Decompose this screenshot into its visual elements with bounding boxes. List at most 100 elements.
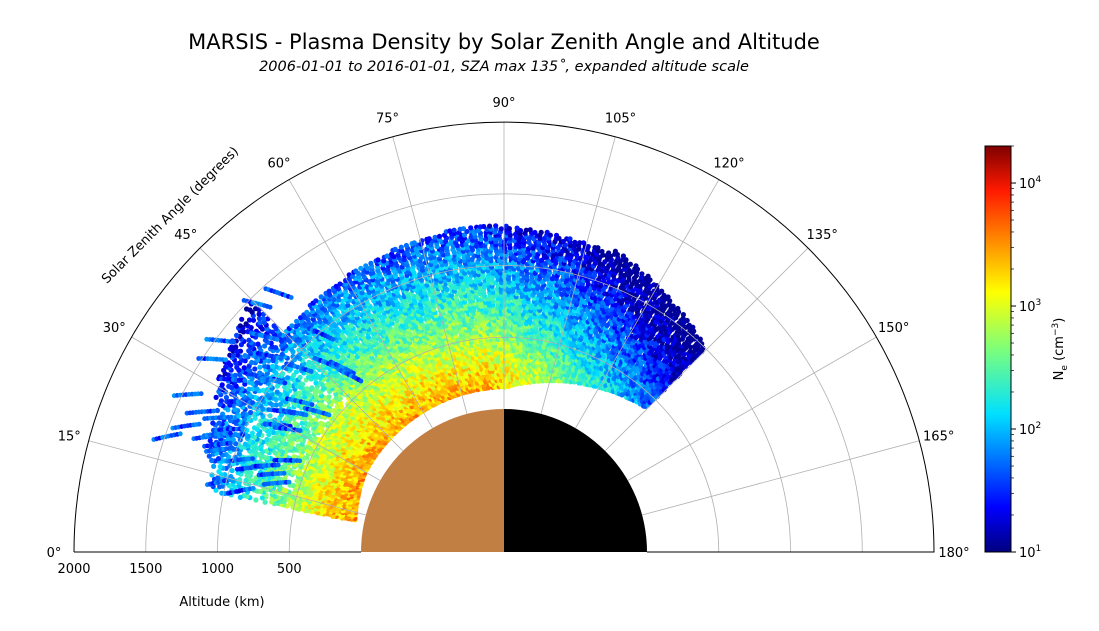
density-point [468,225,474,231]
density-point [375,257,381,263]
density-point [206,453,212,459]
density-point [242,441,248,447]
density-point [293,369,300,375]
density-point [432,234,438,240]
density-point [547,232,554,238]
density-point [284,416,290,422]
density-point [260,387,266,393]
density-point [292,420,298,426]
density-point [217,464,223,470]
density-point [295,443,301,449]
density-point [233,441,239,447]
density-point [259,495,265,501]
density-point [304,386,310,392]
density-point [253,497,259,503]
density-point [214,407,220,414]
density-point [297,374,303,380]
density-point [218,398,224,404]
density-point [532,229,538,236]
density-point [312,435,318,442]
density-point [256,422,262,428]
density-point [207,438,213,444]
density-point [353,268,359,274]
density-point [403,242,409,249]
density-point [567,236,573,242]
density-point [285,375,291,381]
density-point [264,436,270,443]
density-point [232,406,238,412]
density-point [487,223,493,229]
density-point [527,227,533,233]
density-point [249,359,255,366]
density-point [240,411,246,417]
density-point [246,317,253,323]
chart-title: MARSIS - Plasma Density by Solar Zenith … [188,30,820,54]
density-point [275,454,281,460]
density-point [241,365,247,371]
density-point [210,420,216,426]
density-point [211,463,217,469]
density-point [309,385,315,391]
density-point [271,435,277,441]
density-point [243,477,249,483]
density-point [223,394,229,401]
density-point [234,332,240,338]
density-point [244,306,250,312]
density-point [217,484,223,490]
density-point [254,380,260,386]
density-point [299,420,305,426]
density-point [267,413,273,419]
density-point [326,288,332,294]
density-point [237,323,243,329]
density-point [313,298,319,304]
density-point [451,227,457,233]
density-point [251,425,258,431]
density-point [368,260,374,266]
density-point [257,364,263,370]
density-point [318,420,324,426]
density-point [538,229,544,235]
density-point [249,430,255,436]
chart-subtitle: 2006-01-01 to 2016-01-01, SZA max 135˚, … [259,59,749,75]
density-point [318,294,324,300]
density-point [337,281,343,287]
density-point [493,223,499,229]
density-point [481,223,487,230]
density-point [246,337,252,343]
density-point [252,366,258,372]
density-point [289,323,295,329]
density-point [392,246,398,252]
density-point [229,344,235,350]
density-point [243,321,249,327]
density-point [517,228,524,234]
density-point [506,226,512,232]
density-point [253,306,259,312]
density-point [242,353,248,359]
density-point [460,226,467,232]
density-point [436,233,443,239]
density-point [556,235,562,241]
density-point [213,487,219,493]
density-data-layer [151,223,706,523]
density-point [242,381,248,387]
density-point [294,318,300,324]
density-point [250,386,256,392]
density-point [244,472,250,479]
density-point [274,389,280,395]
density-point [326,394,332,400]
density-point [291,454,297,460]
density-point [229,468,235,474]
density-point [306,359,312,365]
density-point [358,265,364,271]
density-point [209,457,215,464]
density-point [247,379,253,385]
density-point [226,383,232,389]
density-point [304,309,310,315]
density-point [215,475,221,481]
density-point [411,240,417,246]
density-point [282,462,288,468]
density-point [262,499,268,505]
density-point [498,226,504,232]
density-point [216,420,222,426]
density-point [246,386,252,392]
